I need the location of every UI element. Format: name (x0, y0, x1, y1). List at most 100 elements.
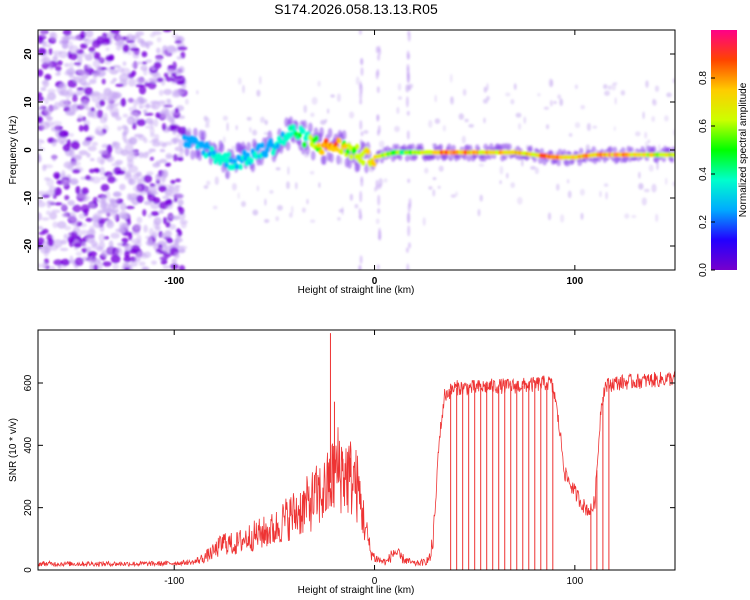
faint-speckle (222, 115, 228, 121)
noise-speckle (132, 50, 140, 59)
noise-speckle (156, 47, 161, 54)
noise-speckle (73, 226, 81, 234)
colorbar-tick-label: 0.6 (698, 119, 709, 133)
bottom-x-ticks: -100 0 100 (164, 330, 584, 587)
top-x-ticks: -100 0 100 (164, 30, 584, 287)
noise-speckle (174, 146, 184, 152)
bottom-y-tick-label: 0 (23, 567, 34, 573)
noise-speckle (81, 247, 88, 253)
ridge-halo (446, 143, 452, 151)
noise-speckle (149, 183, 156, 187)
noise-speckle (55, 72, 61, 76)
faint-speckle (383, 178, 388, 183)
noise-speckle (177, 245, 185, 254)
noise-speckle (64, 70, 74, 76)
noise-speckle (38, 92, 43, 97)
noise-speckle (109, 209, 119, 213)
faint-speckle (614, 97, 617, 105)
noise-speckle (174, 68, 182, 76)
noise-speckle (92, 72, 99, 77)
noise-speckle (122, 61, 127, 66)
noise-speckle (82, 140, 91, 147)
noise-speckle (107, 176, 116, 184)
noise-speckle (42, 44, 52, 48)
noise-speckle (162, 30, 172, 33)
noise-speckle (165, 198, 173, 206)
faint-speckle (635, 131, 641, 137)
noise-speckle (74, 257, 84, 266)
faint-speckle (442, 125, 446, 132)
faint-speckle (246, 116, 252, 121)
ridge-point (206, 143, 211, 150)
noise-speckle (120, 202, 127, 211)
bottom-plot-background (38, 330, 675, 570)
faint-speckle (309, 170, 315, 175)
faint-speckle (553, 101, 557, 104)
noise-speckle (38, 116, 44, 124)
noise-speckle (78, 150, 88, 156)
noise-speckle (149, 120, 154, 127)
noise-speckle (125, 40, 135, 44)
faint-speckle (604, 90, 610, 96)
ridge-halo (502, 153, 508, 161)
noise-speckle (113, 141, 121, 148)
colorbar-ticks: 0.0 0.2 0.4 0.6 0.8 (698, 71, 715, 277)
noise-speckle (45, 121, 54, 127)
noise-speckle (57, 221, 67, 229)
noise-speckle (106, 153, 113, 162)
vertical-streak (359, 120, 363, 130)
faint-speckle (652, 98, 655, 104)
noise-speckle (115, 83, 124, 87)
noise-speckle (125, 205, 135, 210)
noise-speckle (165, 221, 171, 228)
ridge-point (244, 160, 249, 167)
noise-speckle (62, 143, 71, 152)
faint-speckle (349, 193, 354, 201)
vertical-streak (408, 83, 412, 91)
top-y-axis-label: Frequency (Hz) (8, 116, 19, 185)
noise-speckle (127, 159, 134, 167)
noise-speckle (130, 244, 140, 252)
faint-speckle (560, 214, 565, 223)
faint-speckle (434, 94, 437, 103)
noise-speckle (56, 60, 63, 66)
faint-speckle (286, 181, 290, 190)
noise-speckle (72, 204, 82, 213)
ridge-point (234, 163, 240, 170)
noise-speckle (61, 170, 66, 177)
faint-speckle (645, 80, 649, 88)
noise-speckle (138, 85, 147, 95)
faint-speckle (483, 117, 486, 124)
faint-speckle (355, 76, 360, 86)
faint-speckle (264, 119, 268, 125)
faint-speckle (464, 118, 469, 123)
noise-speckle (149, 156, 154, 161)
noise-speckle (143, 251, 152, 258)
noise-speckle (110, 232, 120, 239)
ridge-halo (364, 163, 369, 174)
faint-speckle (643, 188, 650, 193)
noise-speckle (158, 185, 167, 193)
faint-speckle (252, 129, 258, 136)
noise-speckle (113, 93, 121, 99)
noise-speckle (147, 81, 157, 90)
ridge-point (242, 149, 247, 156)
faint-speckle (574, 122, 581, 129)
noise-speckle (163, 245, 169, 254)
noise-speckle (143, 68, 148, 76)
vertical-streak (360, 57, 364, 66)
vertical-streak (360, 67, 364, 76)
faint-speckle (301, 207, 306, 213)
colorbar-gradient (711, 30, 737, 270)
noise-speckle (163, 72, 169, 79)
ridge-point (289, 131, 294, 138)
noise-speckle (110, 30, 120, 34)
noise-speckle (38, 212, 42, 221)
noise-speckle (170, 119, 175, 126)
faint-speckle (397, 96, 403, 100)
noise-speckle (38, 153, 41, 163)
noise-speckle (81, 82, 91, 87)
noise-speckle (73, 242, 82, 248)
noise-speckle (53, 171, 61, 179)
noise-speckle (130, 256, 137, 263)
